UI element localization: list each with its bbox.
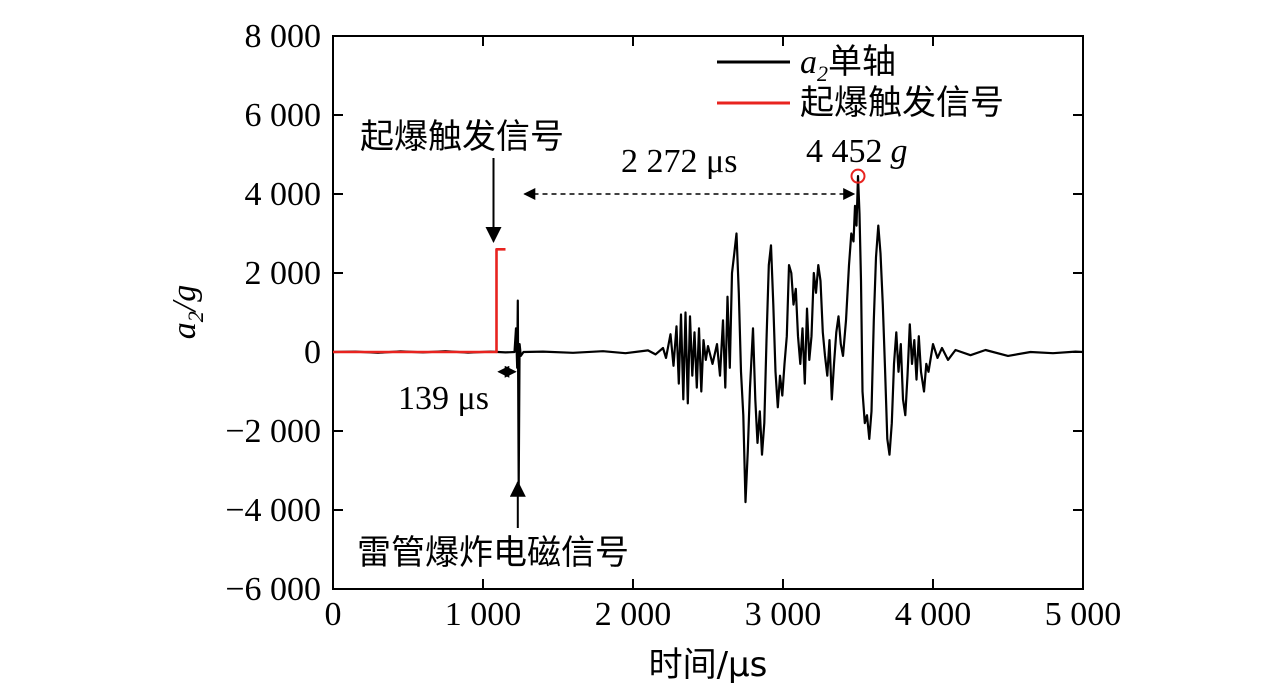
y-axis-title-tail: /g: [166, 285, 203, 313]
x-tick-label: 2 000: [595, 596, 672, 633]
y-axis-title-main: a: [166, 322, 203, 339]
delay-large-label: 2 272 μs: [621, 143, 737, 180]
plot-frame: [332, 35, 1084, 590]
y-axis-title-sub: 2: [183, 311, 208, 322]
legend-label-trigger: 起爆触发信号: [800, 83, 1004, 123]
x-tick-label: 3 000: [745, 596, 822, 633]
annotations-layer: 起爆触发信号 雷管爆炸电磁信号 139 μs 2 272 μs 4 452 g: [357, 117, 908, 573]
y-tick-label: 4 000: [245, 176, 322, 213]
y-tick-label: −2 000: [225, 413, 321, 450]
legend-label-a2-main: a: [800, 44, 817, 81]
y-axis-title: a2/g: [166, 285, 208, 339]
x-tick-label: 1 000: [445, 596, 522, 633]
x-tick-label: 4 000: [895, 596, 972, 633]
y-tick-label: −4 000: [225, 492, 321, 529]
y-tick-label: 2 000: [245, 255, 322, 292]
peak-marker: [850, 168, 866, 184]
legend-label-a2-tail: 单轴: [828, 42, 896, 82]
axis-ticks: [332, 35, 1084, 590]
peak-label-unit: g: [891, 133, 908, 170]
y-tick-label: −6 000: [225, 571, 321, 608]
legend-label-a2-sub: 2: [817, 61, 828, 86]
y-tick-label: 8 000: [245, 18, 322, 55]
peak-label: 4 452 g: [806, 133, 908, 170]
y-tick-label: 6 000: [245, 97, 322, 134]
series-layer: [332, 175, 1084, 504]
peak-label-number: 4 452: [806, 133, 883, 170]
x-tick-label: 5 000: [1045, 596, 1122, 633]
x-tick-label: 0: [325, 596, 342, 633]
legend: a2单轴 起爆触发信号: [717, 42, 1004, 123]
legend-label-a2: a2单轴: [800, 42, 896, 86]
trigger-annotation-label: 起爆触发信号: [360, 117, 564, 157]
x-axis-title: 时间/μs: [649, 645, 768, 685]
series-trigger-line: [333, 248, 506, 354]
series-a2-line: [332, 175, 1084, 504]
delay-small-label: 139 μs: [398, 380, 489, 417]
detonator-annotation-label: 雷管爆炸电磁信号: [357, 533, 629, 573]
y-tick-label: 0: [304, 334, 321, 371]
axis-tick-labels: 0 1 000 2 000 3 000 4 000 5 000 −6 000 −4 000 −2…: [225, 18, 1121, 633]
